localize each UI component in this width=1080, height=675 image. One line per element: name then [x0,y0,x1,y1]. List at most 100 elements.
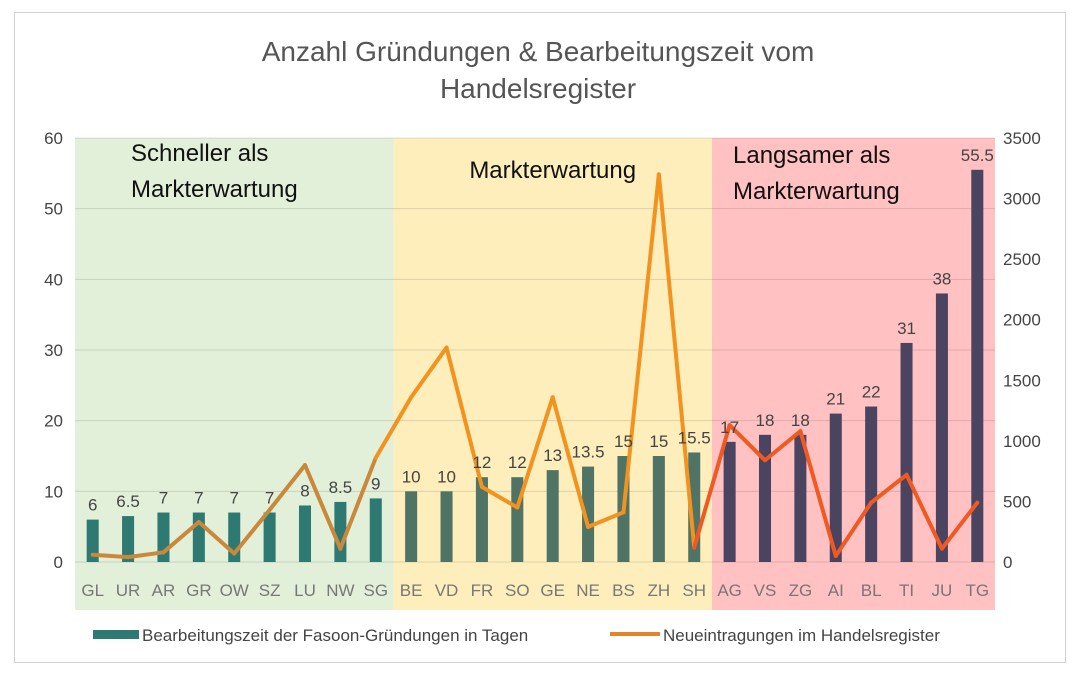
x-tick-label: AG [717,581,742,600]
line-segment [373,395,414,460]
x-tick-label: NE [576,581,600,600]
y-right-tick-label: 0 [1003,553,1012,572]
line-segment [798,429,838,558]
data-label: 7 [229,489,238,508]
bar [86,519,99,562]
line-segment [621,172,661,515]
zone-label: Schneller als [131,140,268,167]
legend: Bearbeitungszeit der Fasoon-Gründungen i… [93,626,940,645]
x-tick-label: UR [116,581,141,600]
data-label: 12 [508,453,527,472]
data-label: 55.5 [961,146,994,165]
y-right-tick-label: 1000 [1003,432,1041,451]
data-label: 7 [194,489,203,508]
chart-frame: 6 6.5 7 7 7 7 8 8.5 9 10 10 12 12 13 13.5 15 15 15.5 17 18 1… [14,12,1066,663]
data-label: 13 [543,446,562,465]
y-left-tick-label: 50 [44,200,63,219]
bar [263,512,276,562]
line-segment [479,484,520,510]
x-tick-label: VS [754,581,777,600]
bar [440,491,453,562]
line-segment [232,507,272,556]
x-tick-label: BS [612,581,635,600]
line-segment [727,423,767,463]
legend-swatch-bar [93,630,139,639]
x-tick-label: TG [966,581,990,600]
line-segment [161,520,201,555]
x-tick-label: NW [326,581,354,600]
data-label: 10 [402,467,421,486]
y-right-tick-label: 2500 [1003,250,1041,269]
data-label: 10 [437,467,456,486]
y-left-tick-label: 60 [44,129,63,148]
data-label: 6.5 [116,492,140,511]
x-tick-label: FR [471,581,494,600]
data-label: 7 [265,489,274,508]
x-tick-label: AI [828,581,844,600]
bar [794,434,807,562]
line-segment [904,472,944,551]
line-segment [267,463,307,512]
x-tick-label: GR [186,581,212,600]
x-tick-label: ZG [789,581,813,600]
x-tick-label: OW [220,581,249,600]
bar [935,293,948,562]
data-label: 38 [932,269,951,288]
y-right-tick-label: 2000 [1003,311,1041,330]
axis-labels: 0 10 20 30 40 50 60 0 500 1000 1500 2000 2500 3000 350… [44,129,1041,600]
data-label: 9 [371,474,380,493]
chart-title-line: Handelsregister [440,73,636,104]
x-tick-label: LU [294,581,316,600]
data-label: 15.5 [678,428,711,447]
legend-label-line: Neueintragungen im Handelsregister [663,626,940,645]
bar [971,169,984,563]
bar [865,406,878,562]
line-segment [444,345,484,489]
bar [900,342,913,562]
y-right-tick-label: 3500 [1003,129,1041,148]
zone-label: Markterwartung [733,178,900,205]
line-segment [196,520,237,556]
y-right-tick-label: 500 [1003,492,1031,511]
bar-series [86,169,984,563]
bar [723,441,736,562]
line-segment [550,395,591,529]
x-tick-label: GL [81,581,104,600]
y-left-tick-label: 20 [44,412,63,431]
chart-title-line: Anzahl Gründungen & Bearbeitungszeit vom [262,36,815,67]
bar [334,501,347,562]
bar [192,512,205,562]
chart-svg: 6 6.5 7 7 7 7 8 8.5 9 10 10 12 12 13 13.5 15 15 15.5 17 18 1… [44,36,1041,645]
line-series [90,172,980,560]
bar [122,516,135,562]
line-segment [126,550,166,560]
y-left-tick-label: 10 [44,482,63,501]
data-label: 15 [614,432,633,451]
line-segment [763,429,803,463]
line-segment [586,510,626,529]
x-tick-label: ZH [648,581,671,600]
y-left-tick-label: 30 [44,341,63,360]
y-right-tick-label: 3000 [1003,190,1041,209]
line-segment [692,423,732,550]
data-label: 15 [649,432,668,451]
line-segment [656,172,697,550]
bar [829,413,842,562]
data-label: 21 [826,390,845,409]
data-label: 17 [720,418,739,437]
data-label: 6 [88,496,97,515]
bar [582,466,595,562]
line-segment [409,345,449,400]
line-segment [90,552,131,560]
data-label: 31 [897,319,916,338]
x-tick-label: SG [363,581,388,600]
x-tick-label: TI [899,581,914,600]
zone-label: Markterwartung [469,157,636,184]
x-tick-label: SZ [259,581,281,600]
legend-label-bar: Bearbeitungszeit der Fasoon-Gründungen i… [142,626,528,645]
bar [298,505,312,562]
bar [369,498,382,562]
line-segment [303,463,343,551]
x-tick-label: VD [435,581,459,600]
x-tick-label: GE [540,581,565,600]
